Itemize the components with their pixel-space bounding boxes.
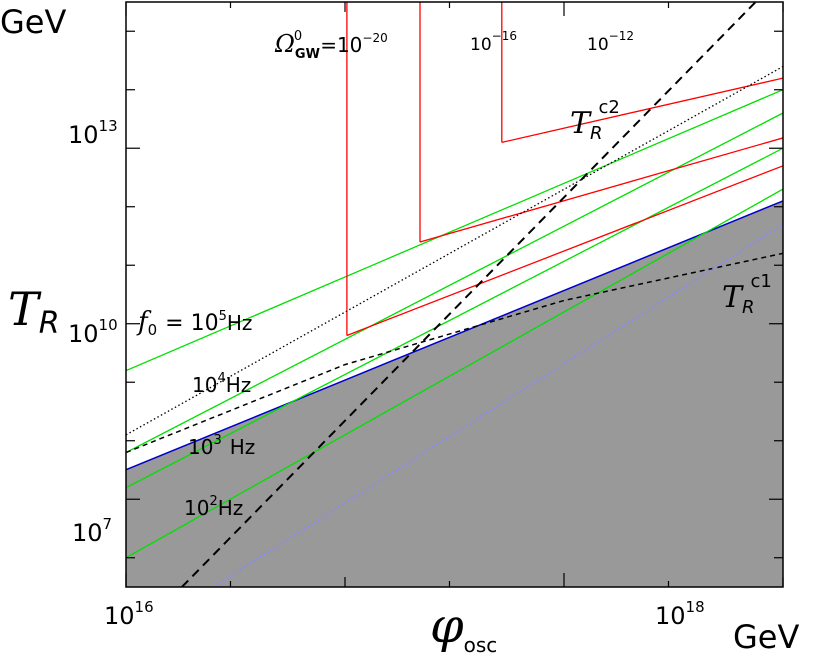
omega-label: ΩGW0 =10−20	[274, 29, 388, 62]
series-green-3	[126, 188, 783, 559]
x-tick-label-1e16: 1016	[104, 598, 154, 630]
excluded-region	[126, 200, 783, 587]
series-green-2	[126, 147, 783, 489]
y-axis-unit: GeV	[0, 3, 66, 41]
series-red-7	[419, 137, 783, 243]
y-axis-label: TR	[8, 282, 60, 341]
omega-label-1e-12: 10−12	[587, 29, 634, 55]
f-label-1e4: 104Hz	[192, 371, 251, 397]
x-axis-unit: GeV	[733, 618, 799, 656]
y-tick-label-1e13: 1013	[68, 117, 118, 149]
y-tick-label-1e7: 107	[72, 515, 112, 547]
plot-frame	[125, 1, 784, 588]
omega-label-1e-16: 10−16	[470, 29, 517, 55]
tc2-label: TRc2	[570, 97, 620, 144]
f0-label-1e5: f0 = 105Hz	[136, 307, 252, 339]
series-green-0	[126, 89, 783, 372]
series-white-dotted-13	[212, 223, 783, 587]
tick-layer	[125, 2, 784, 587]
series-red-9	[501, 77, 783, 144]
f-label-1e2: 102Hz	[184, 494, 243, 520]
series-dotted-12	[126, 65, 783, 436]
x-tick-label-1e18: 1018	[655, 598, 705, 630]
plot-area	[126, 2, 783, 587]
x-axis-label: φosc	[430, 598, 497, 657]
y-tick-label-1e10: 1010	[68, 316, 118, 348]
series-Tc2-10	[181, 2, 757, 587]
series-Tc1-11	[126, 252, 783, 454]
tc1-label: TRc1	[722, 271, 772, 318]
f-label-1e3: 103 Hz	[188, 433, 255, 459]
series-red-5	[346, 165, 783, 337]
series-layer	[126, 2, 783, 587]
excluded-region-edge	[126, 200, 783, 471]
